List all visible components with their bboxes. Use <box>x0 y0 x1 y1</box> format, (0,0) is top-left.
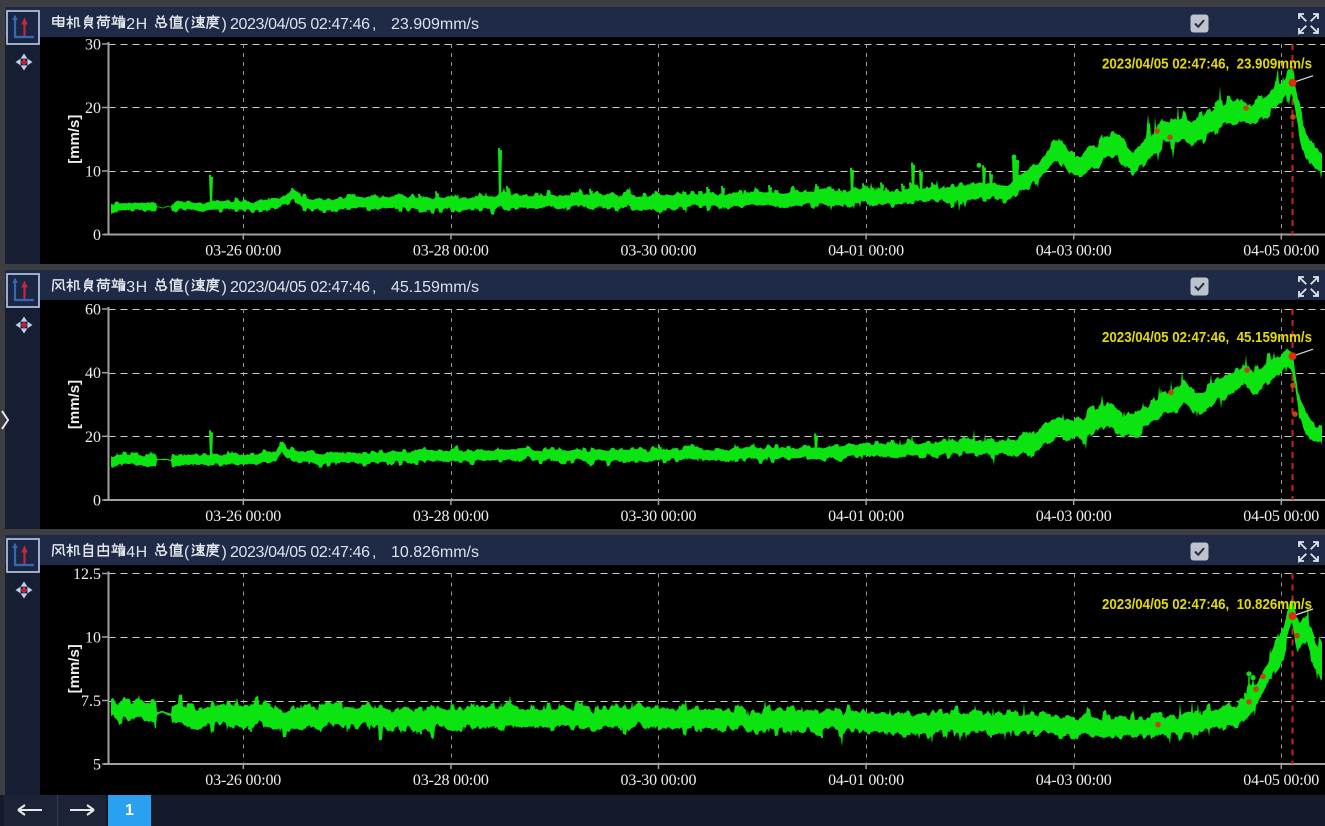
svg-text:2023/04/05 02:47:46, 10.826mm: 2023/04/05 02:47:46, 10.826mm/s <box>1102 596 1312 613</box>
svg-text:2023/04/05 02:47:46, 45.159mm: 2023/04/05 02:47:46, 45.159mm/s <box>1102 329 1312 346</box>
svg-text:(: ( <box>184 279 190 296</box>
svg-text:03-30 00:00: 03-30 00:00 <box>621 243 697 260</box>
svg-text:0: 0 <box>93 227 101 244</box>
svg-text:04-01 00:00: 04-01 00:00 <box>828 508 904 525</box>
svg-text:03-30 00:00: 03-30 00:00 <box>621 508 697 525</box>
svg-text:04-03 00:00: 04-03 00:00 <box>1036 508 1112 525</box>
svg-text:03-26 00:00: 03-26 00:00 <box>205 772 281 789</box>
svg-text:10: 10 <box>85 164 101 181</box>
svg-text:03-26 00:00: 03-26 00:00 <box>205 243 281 260</box>
svg-text:2023/04/05 02:47:46, 23.909mm: 2023/04/05 02:47:46, 23.909mm/s <box>1102 56 1312 73</box>
svg-text:,: , <box>372 16 376 33</box>
svg-text:[mm/s]: [mm/s] <box>66 115 83 164</box>
svg-text:(: ( <box>184 544 190 561</box>
svg-text:03-26 00:00: 03-26 00:00 <box>205 508 281 525</box>
svg-text:04-01 00:00: 04-01 00:00 <box>828 772 904 789</box>
svg-text:5: 5 <box>93 757 101 774</box>
svg-text:60: 60 <box>85 302 101 319</box>
svg-text:2H: 2H <box>126 16 147 33</box>
svg-text:): ) <box>222 544 227 561</box>
svg-text:2023/04/05 02:47:46: 2023/04/05 02:47:46 <box>230 16 370 33</box>
svg-text:0: 0 <box>93 493 101 510</box>
svg-text:04-05 00:00: 04-05 00:00 <box>1243 772 1319 789</box>
svg-text:30: 30 <box>85 37 101 54</box>
svg-text:,: , <box>372 544 376 561</box>
svg-text:,: , <box>372 279 376 296</box>
svg-text:2023/04/05 02:47:46: 2023/04/05 02:47:46 <box>230 544 370 561</box>
svg-text:04-03 00:00: 04-03 00:00 <box>1036 772 1112 789</box>
svg-text:04-03 00:00: 04-03 00:00 <box>1036 243 1112 260</box>
svg-text:04-05 00:00: 04-05 00:00 <box>1243 243 1319 260</box>
svg-text:03-28 00:00: 03-28 00:00 <box>413 772 489 789</box>
svg-text:[mm/s]: [mm/s] <box>66 380 83 429</box>
svg-text:): ) <box>222 279 227 296</box>
svg-text:20: 20 <box>85 100 101 117</box>
svg-text:03-30 00:00: 03-30 00:00 <box>621 772 697 789</box>
svg-text:04-05 00:00: 04-05 00:00 <box>1243 508 1319 525</box>
svg-text:7.5: 7.5 <box>81 693 101 710</box>
svg-text:4H: 4H <box>126 544 147 561</box>
svg-text:(: ( <box>184 16 190 33</box>
svg-text:04-01 00:00: 04-01 00:00 <box>828 243 904 260</box>
svg-text:2023/04/05 02:47:46: 2023/04/05 02:47:46 <box>230 279 370 296</box>
svg-text:40: 40 <box>85 365 101 382</box>
svg-text:23.909mm/s: 23.909mm/s <box>391 16 479 33</box>
svg-text:): ) <box>222 16 227 33</box>
svg-text:12.5: 12.5 <box>73 566 101 583</box>
svg-text:03-28 00:00: 03-28 00:00 <box>413 508 489 525</box>
svg-text:03-28 00:00: 03-28 00:00 <box>413 243 489 260</box>
svg-text:45.159mm/s: 45.159mm/s <box>391 279 479 296</box>
svg-text:[mm/s]: [mm/s] <box>66 644 83 693</box>
svg-text:20: 20 <box>85 429 101 446</box>
svg-text:3H: 3H <box>126 279 147 296</box>
svg-text:10.826mm/s: 10.826mm/s <box>391 544 479 561</box>
svg-text:10: 10 <box>85 630 101 647</box>
